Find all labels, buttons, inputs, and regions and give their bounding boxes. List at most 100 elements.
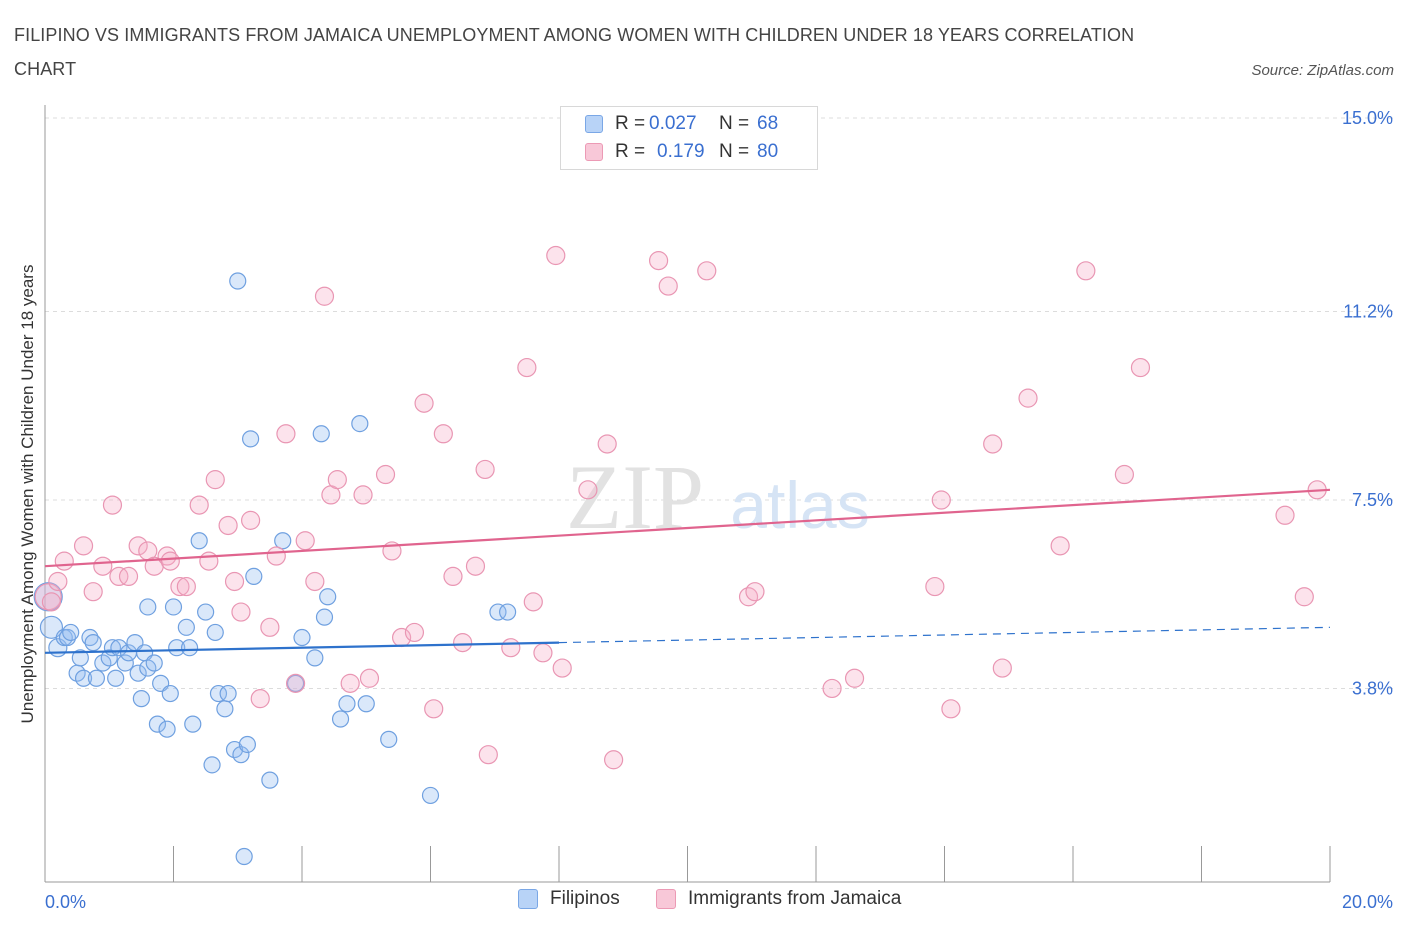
jamaica-point (931, 490, 951, 510)
filipinos-point (184, 715, 202, 733)
filipinos-point (421, 786, 440, 805)
jamaica-point (224, 571, 245, 592)
filipinos-point (161, 684, 179, 703)
jamaica-point (375, 464, 396, 485)
jamaica-point (433, 424, 453, 444)
filipinos-point (209, 684, 228, 703)
filipinos-point (245, 567, 263, 586)
filipinos-point (107, 669, 125, 687)
filipinos-point (87, 669, 106, 687)
filipinos-point (58, 628, 77, 647)
filipinos-point (84, 634, 102, 652)
jamaica-point (260, 617, 280, 637)
filipinos-trendline (44, 641, 560, 654)
jamaica-point (1130, 357, 1151, 378)
legend-label-jamaica: Immigrants from Jamaica (688, 888, 902, 909)
filipinos-point (148, 715, 167, 733)
jamaica-point (697, 261, 717, 281)
legend-n-value: 68 (757, 113, 779, 134)
jamaica-point (453, 633, 473, 653)
jamaica-point (83, 582, 103, 602)
legend-swatch-jamaica (585, 143, 603, 161)
filipinos-point (206, 623, 224, 642)
filipinos-point (129, 664, 147, 682)
filipinos-point (293, 628, 311, 647)
jamaica-point (109, 566, 129, 587)
jamaica-point (266, 546, 286, 566)
jamaica-point (314, 286, 335, 306)
jamaica-point (102, 495, 123, 515)
jamaica-point (523, 592, 543, 612)
filipinos-point (145, 654, 163, 672)
jamaica-point (327, 470, 347, 490)
legend-n-value: 80 (757, 141, 779, 162)
filipinos-point (242, 430, 260, 448)
x-tick-label: 0.0% (45, 892, 86, 912)
jamaica-point (199, 551, 219, 571)
filipinos-point (177, 618, 195, 636)
jamaica-point (822, 678, 842, 699)
jamaica-point (404, 622, 425, 643)
filipinos-point (315, 608, 334, 626)
filipinos-point (338, 695, 356, 713)
jamaica-point (424, 699, 444, 719)
jamaica-point (54, 551, 74, 571)
legend-r-label: R = (615, 141, 646, 162)
filipinos-point (81, 628, 99, 647)
watermark-atlas: atlas (730, 468, 869, 542)
jamaica-trendline (44, 488, 1331, 568)
jamaica-point (533, 643, 553, 663)
legend-item-filipinos[interactable]: Filipinos (518, 888, 620, 910)
jamaica-point (546, 245, 566, 266)
jamaica-point (1076, 261, 1096, 281)
jamaica-point (157, 546, 177, 566)
jamaica-point (1275, 505, 1295, 525)
y-tick-label: 15.0% (1342, 108, 1393, 128)
filipinos-point (158, 720, 176, 738)
filipinos-point (190, 532, 208, 550)
jamaica-point (925, 576, 945, 597)
filipinos-point (235, 847, 253, 866)
jamaica-point (992, 658, 1012, 678)
filipinos-point (306, 649, 324, 667)
legend-swatch-filipinos (585, 115, 603, 133)
legend-n-label: N = (719, 113, 750, 134)
jamaica-point (478, 745, 498, 765)
filipinos-point (74, 669, 93, 687)
filipinos-point (168, 639, 186, 657)
legend-n-label: N = (719, 141, 750, 162)
jamaica-point (295, 531, 315, 551)
jamaica-point (983, 434, 1003, 454)
filipinos-point (164, 598, 183, 616)
jamaica-point (1018, 388, 1038, 408)
filipinos-point (132, 690, 150, 708)
jamaica-point (658, 276, 678, 296)
jamaica-point (552, 658, 572, 678)
filipinos-point (139, 598, 157, 616)
jamaica-point (414, 393, 434, 413)
filipinos-point (286, 674, 305, 692)
filipinos-point (238, 735, 256, 754)
legend-row-filipinos: R = 0.027 N = 68 (585, 111, 778, 137)
chart-title: FILIPINO VS IMMIGRANTS FROM JAMAICA UNEM… (14, 25, 1135, 79)
jamaica-point (170, 576, 190, 597)
legend-r-label: R = (615, 113, 646, 134)
jamaica-point (250, 689, 270, 709)
stats-legend: R = 0.027 N = 68 R = 0.179 N = 80 (560, 106, 818, 170)
jamaica-point (359, 668, 380, 688)
jamaica-point (353, 485, 373, 505)
jamaica-point (1050, 536, 1070, 556)
jamaica-point (241, 510, 261, 530)
y-axis-title: Unemployment Among Women with Children U… (18, 264, 37, 724)
jamaica-point (73, 536, 94, 556)
x-tick-label: 20.0% (1342, 892, 1393, 912)
filipinos-point (203, 756, 221, 774)
filipinos-point (312, 425, 330, 443)
legend-item-jamaica[interactable]: Immigrants from Jamaica (656, 888, 901, 910)
jamaica-point (517, 357, 537, 378)
jamaica-point (1294, 587, 1314, 607)
jamaica-point (844, 668, 865, 688)
filipinos-point (71, 649, 89, 667)
jamaica-point (745, 582, 765, 602)
y-tick-label: 11.2% (1343, 302, 1393, 322)
